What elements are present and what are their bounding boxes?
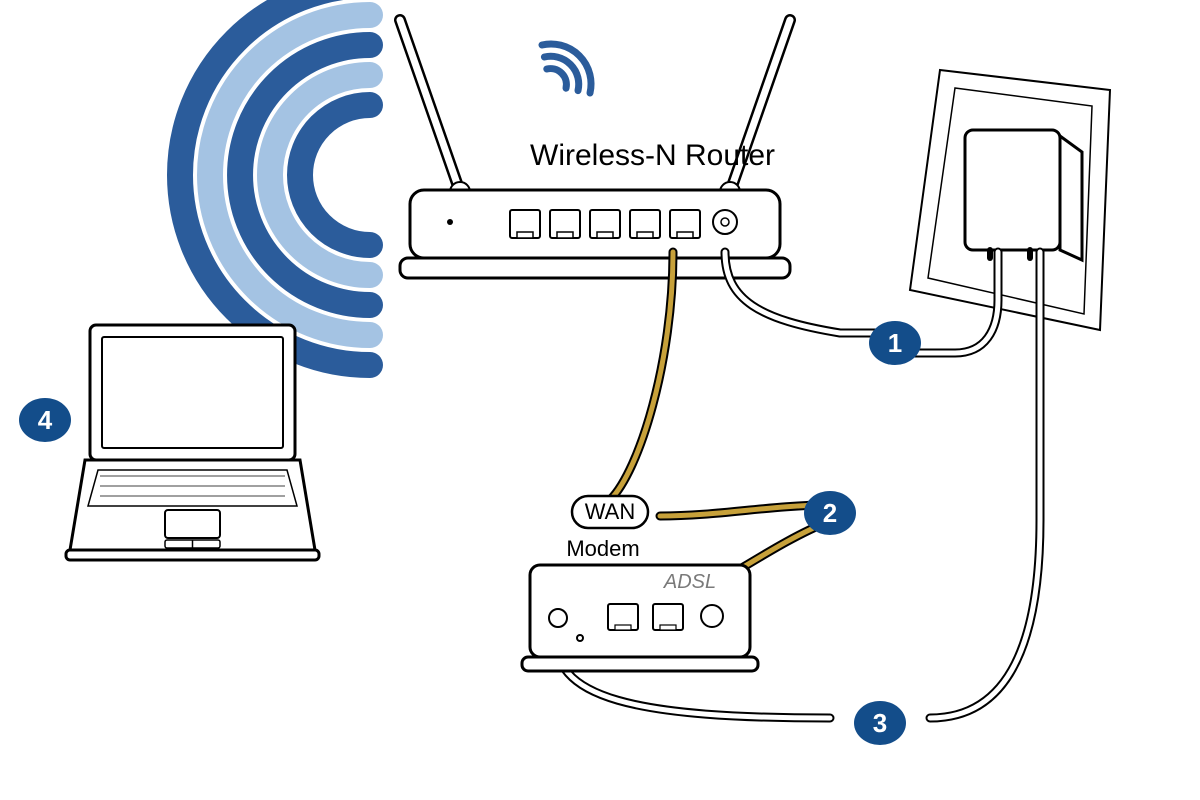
network-setup-diagram: WAN ADSL Wireless-N Router Modem 1 2 3 4 bbox=[0, 0, 1200, 800]
router-port-clip bbox=[637, 232, 653, 238]
step-badge-number: 3 bbox=[873, 708, 887, 738]
modem-port bbox=[549, 609, 567, 627]
wan-label: WAN bbox=[585, 499, 636, 524]
adsl-label: ADSL bbox=[663, 571, 716, 593]
router-port-clip bbox=[517, 232, 533, 238]
router-reset-hole bbox=[447, 219, 453, 225]
wifi-small-arc bbox=[547, 69, 567, 89]
modem-port-clip bbox=[660, 625, 676, 630]
wifi-arc bbox=[300, 105, 370, 245]
router-label: Wireless-N Router bbox=[530, 139, 775, 172]
power-adapter bbox=[965, 130, 1060, 250]
step-badge-number: 4 bbox=[38, 405, 53, 435]
laptop-keyboard bbox=[88, 470, 297, 506]
router-port-clip bbox=[677, 232, 693, 238]
modem-port bbox=[577, 635, 583, 641]
router-power-port bbox=[713, 210, 737, 234]
router-antenna-inner bbox=[400, 20, 460, 192]
laptop-screen-inner bbox=[102, 337, 283, 448]
laptop-front-lip bbox=[66, 550, 319, 560]
router-port-clip bbox=[557, 232, 573, 238]
modem-label: Modem bbox=[566, 536, 639, 561]
step-badge-number: 1 bbox=[888, 328, 902, 358]
step-badge-number: 2 bbox=[823, 498, 837, 528]
modem-port bbox=[701, 605, 723, 627]
power-adapter-side bbox=[1060, 136, 1082, 260]
router-port-clip bbox=[597, 232, 613, 238]
modem-base bbox=[522, 657, 758, 671]
modem-port-clip bbox=[615, 625, 631, 630]
laptop-touchpad bbox=[165, 510, 220, 538]
